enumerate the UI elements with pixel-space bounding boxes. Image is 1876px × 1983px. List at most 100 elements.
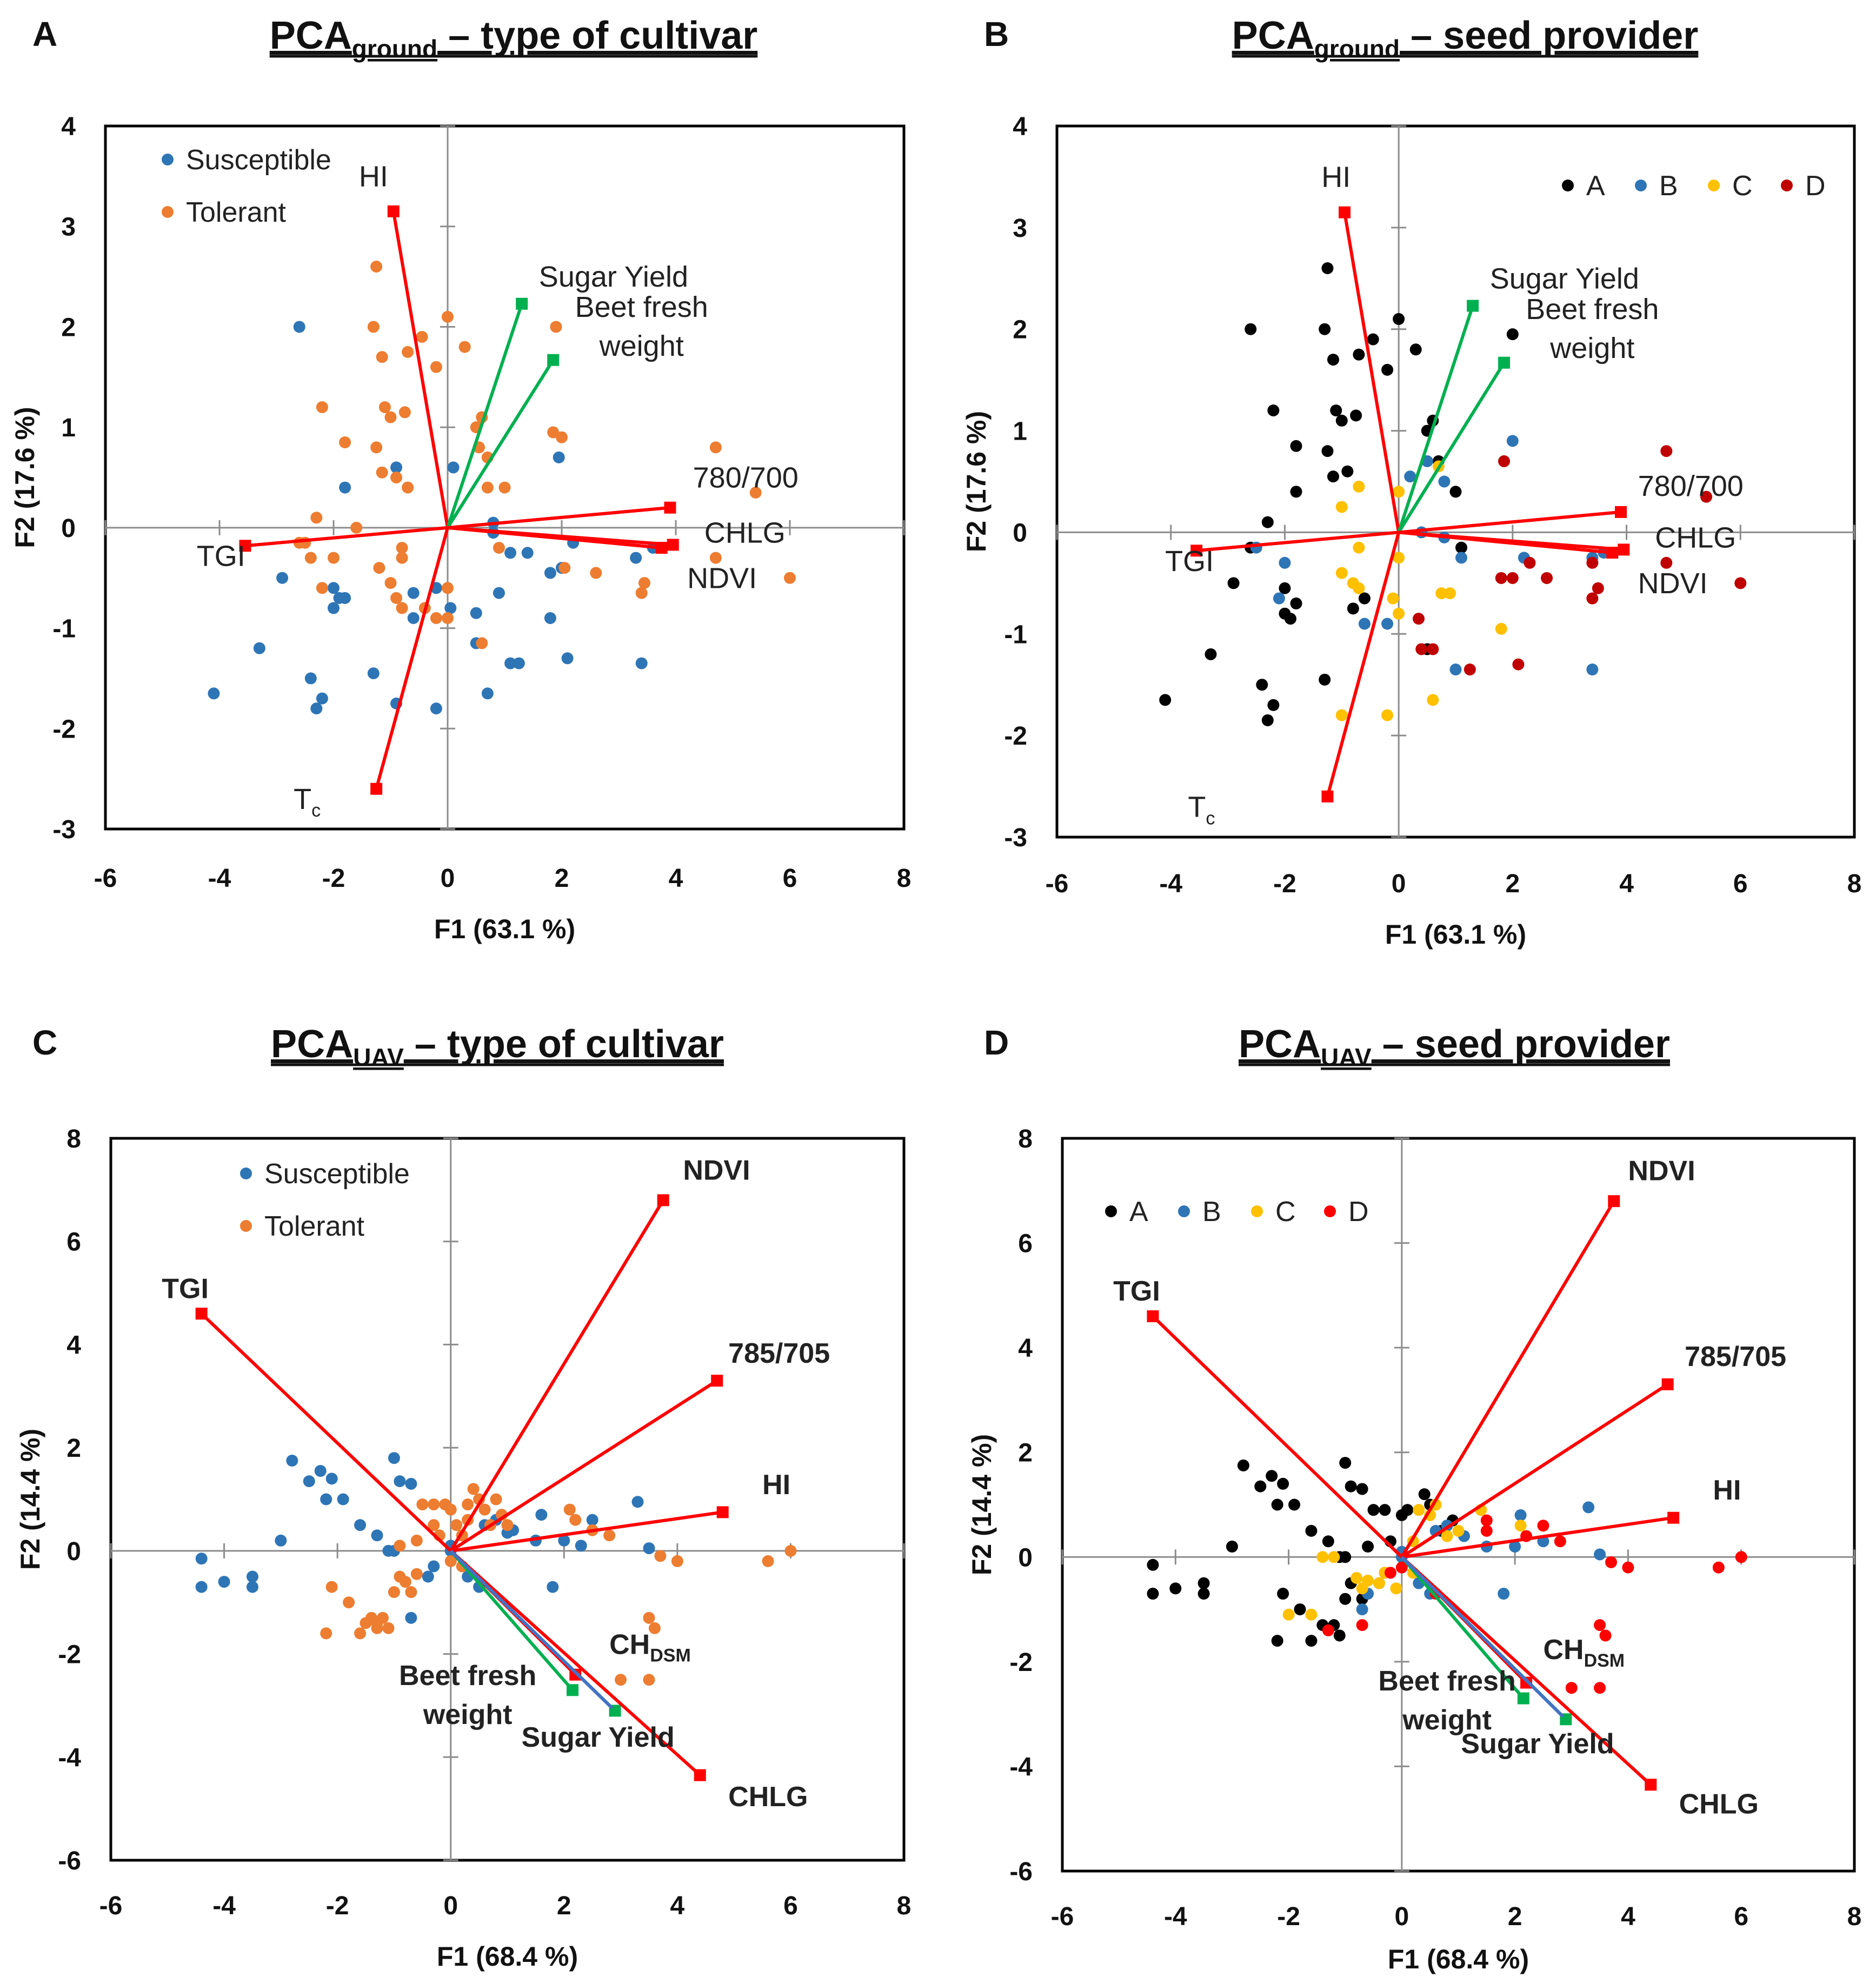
loading-vector-marker [1615, 506, 1627, 518]
legend: A B C D [1562, 170, 1826, 202]
data-point [1319, 323, 1331, 335]
data-point [444, 1555, 457, 1567]
data-point [343, 1596, 355, 1609]
data-point [1362, 1540, 1374, 1553]
loading-vector [446, 359, 555, 529]
data-point [1514, 1520, 1527, 1532]
loading-vector-marker [1645, 1779, 1657, 1791]
x-tick-label: -6 [1051, 1902, 1074, 1931]
vector-label-line: Beet fresh [399, 1660, 536, 1692]
loading-vector-marker [657, 1194, 669, 1206]
panel-title: PCAUAV – seed provider [1239, 1023, 1670, 1071]
data-point [316, 692, 328, 705]
data-point [1321, 262, 1334, 274]
x-tick-label: -2 [1273, 870, 1296, 898]
loading-vector-marker [1520, 1676, 1533, 1689]
data-point [1700, 490, 1713, 503]
vector-label-main: CH [1543, 1634, 1584, 1666]
data-point [544, 612, 556, 624]
x-tick-label: 2 [557, 1892, 571, 1920]
vector-label-ndvi: NDVI [687, 562, 757, 594]
data-point [370, 261, 383, 273]
legend-label: Tolerant [264, 1211, 365, 1242]
x-tick-label: -2 [326, 1892, 349, 1920]
y-tick-label: -4 [58, 1743, 81, 1772]
data-point [376, 466, 388, 479]
data-point [1393, 313, 1405, 325]
data-point [304, 672, 317, 685]
loading-vector [1152, 1315, 1403, 1558]
data-point [550, 321, 562, 333]
data-point [635, 657, 648, 669]
data-point [1267, 404, 1280, 416]
data-point [654, 1550, 667, 1562]
data-point [1227, 577, 1240, 589]
data-point [382, 1622, 395, 1634]
data-point [416, 1498, 429, 1511]
data-point [1316, 1551, 1329, 1563]
data-point [749, 486, 762, 499]
data-point [1277, 1477, 1289, 1490]
data-point [430, 702, 442, 715]
data-point [410, 1534, 423, 1547]
y-tick-label: -3 [52, 815, 76, 844]
series-tolerant [293, 261, 796, 649]
data-point [384, 411, 397, 423]
data-point [630, 552, 642, 564]
loading-vector [1196, 530, 1399, 553]
data-point [1498, 455, 1511, 467]
loading-vector [449, 1199, 665, 1552]
data-point [643, 1611, 655, 1624]
data-point [1712, 1561, 1725, 1574]
y-tick-label: 3 [1013, 214, 1027, 243]
data-point [1498, 1588, 1510, 1600]
x-tick-label: 6 [1733, 870, 1748, 898]
loading-vector-marker [664, 501, 676, 514]
x-tick-label: 2 [555, 864, 569, 893]
data-point [1418, 1488, 1431, 1501]
data-point [638, 577, 650, 589]
loading-vector-marker [694, 1769, 706, 1781]
loading-vector-marker [1606, 547, 1619, 559]
data-point [1335, 501, 1348, 513]
x-tick-label: -4 [208, 864, 231, 893]
data-point [490, 1493, 502, 1506]
y-axis-label: F2 (14.4 %) [967, 1434, 997, 1575]
y-tick-label: 0 [66, 1537, 81, 1566]
data-point [1381, 618, 1394, 630]
x-axis-label: F1 (63.1 %) [434, 914, 575, 944]
y-tick-label: -6 [58, 1847, 81, 1875]
loading-vector-marker [1498, 356, 1511, 369]
data-point [396, 542, 408, 554]
data-point [1339, 1593, 1352, 1605]
data-point [376, 1611, 389, 1624]
data-point [1427, 643, 1439, 655]
loading-vector-marker [1467, 300, 1479, 312]
panel-title: PCAground – seed provider [1232, 14, 1699, 63]
data-point [481, 481, 494, 494]
data-point [407, 612, 420, 624]
data-point [1594, 1548, 1606, 1561]
y-tick-label: 3 [61, 213, 76, 242]
loading-vector [447, 506, 670, 529]
data-point [535, 1509, 548, 1521]
loading-vector-marker [1618, 543, 1630, 556]
panel-a: A PCAground – type of cultivar -6 -4 -2 0 2 4 6 8… [10, 14, 911, 944]
vector-label-sugar-yield: Sugar Yield [1461, 1728, 1614, 1760]
data-point [1506, 328, 1519, 341]
data-point [1279, 582, 1291, 594]
data-point [430, 361, 442, 373]
y-tick-label: 2 [1018, 1439, 1033, 1468]
data-point [1455, 552, 1468, 564]
data-point [1594, 1619, 1606, 1632]
data-point [1367, 1504, 1380, 1516]
loading-vector [450, 1379, 718, 1553]
data-point [1401, 1504, 1414, 1516]
data-point [1305, 1524, 1318, 1537]
data-point [339, 481, 351, 494]
y-tick-label: 2 [61, 313, 76, 342]
vector-label-line: weight [599, 330, 684, 362]
data-point [1381, 363, 1394, 376]
plot-frame [1055, 124, 1856, 839]
